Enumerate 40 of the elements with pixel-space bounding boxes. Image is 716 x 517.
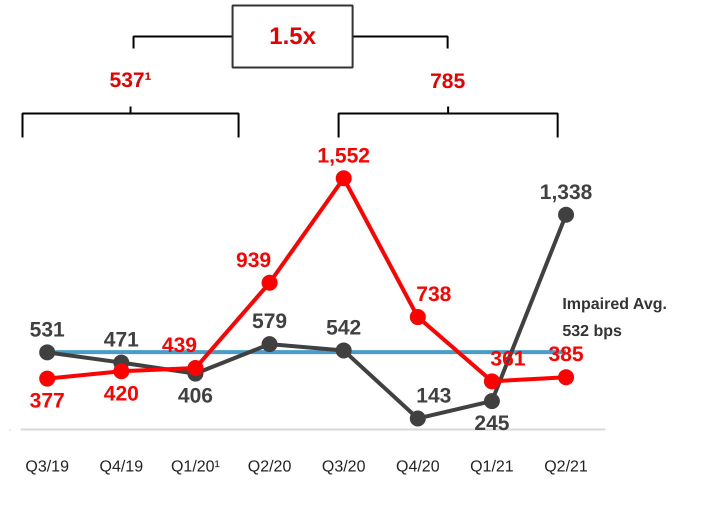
data-label: 471 bbox=[104, 328, 140, 352]
x-tick-label: Q3/19 bbox=[25, 458, 70, 476]
data-label: 579 bbox=[252, 310, 288, 334]
data-label: 939 bbox=[236, 248, 272, 272]
data-label: 420 bbox=[104, 382, 139, 406]
text: 537¹ bbox=[110, 69, 152, 92]
data-label: 385 bbox=[548, 343, 584, 366]
data-label: 143 bbox=[416, 384, 452, 408]
point bbox=[558, 206, 574, 223]
point bbox=[113, 363, 130, 380]
x-tick-label: Q4/20 bbox=[396, 458, 440, 476]
point bbox=[39, 344, 56, 360]
point bbox=[39, 370, 56, 387]
point bbox=[484, 393, 500, 410]
x-tick-label: Q2/20 bbox=[248, 458, 292, 476]
ref-line-label: Impaired Avg. 532 bps bbox=[562, 296, 667, 340]
data-label: 542 bbox=[326, 316, 362, 340]
data-label: 245 bbox=[474, 412, 510, 436]
x-tick-label: Q4/19 bbox=[100, 458, 144, 476]
data-label: 406 bbox=[178, 384, 213, 408]
data-label: 1,552 bbox=[317, 144, 370, 168]
data-label: 377 bbox=[30, 390, 65, 413]
point bbox=[262, 274, 278, 291]
point bbox=[410, 410, 426, 426]
point bbox=[262, 336, 278, 352]
text: 785 bbox=[430, 70, 466, 93]
point bbox=[410, 309, 426, 326]
point bbox=[484, 373, 500, 390]
data-label: 738 bbox=[416, 283, 452, 306]
x-tick-label: Q3/20 bbox=[322, 458, 366, 476]
data-label: 1,338 bbox=[540, 180, 593, 204]
point bbox=[336, 170, 352, 186]
text: 1.5x bbox=[269, 23, 317, 50]
x-tick-label: Q2/21 bbox=[544, 458, 588, 476]
x-tick-label: Q1/21 bbox=[470, 458, 514, 476]
point bbox=[558, 369, 574, 386]
point bbox=[336, 342, 352, 358]
x-tick-label: Q1/20¹ bbox=[170, 458, 220, 476]
point bbox=[187, 360, 204, 376]
data-label: 531 bbox=[30, 318, 66, 342]
